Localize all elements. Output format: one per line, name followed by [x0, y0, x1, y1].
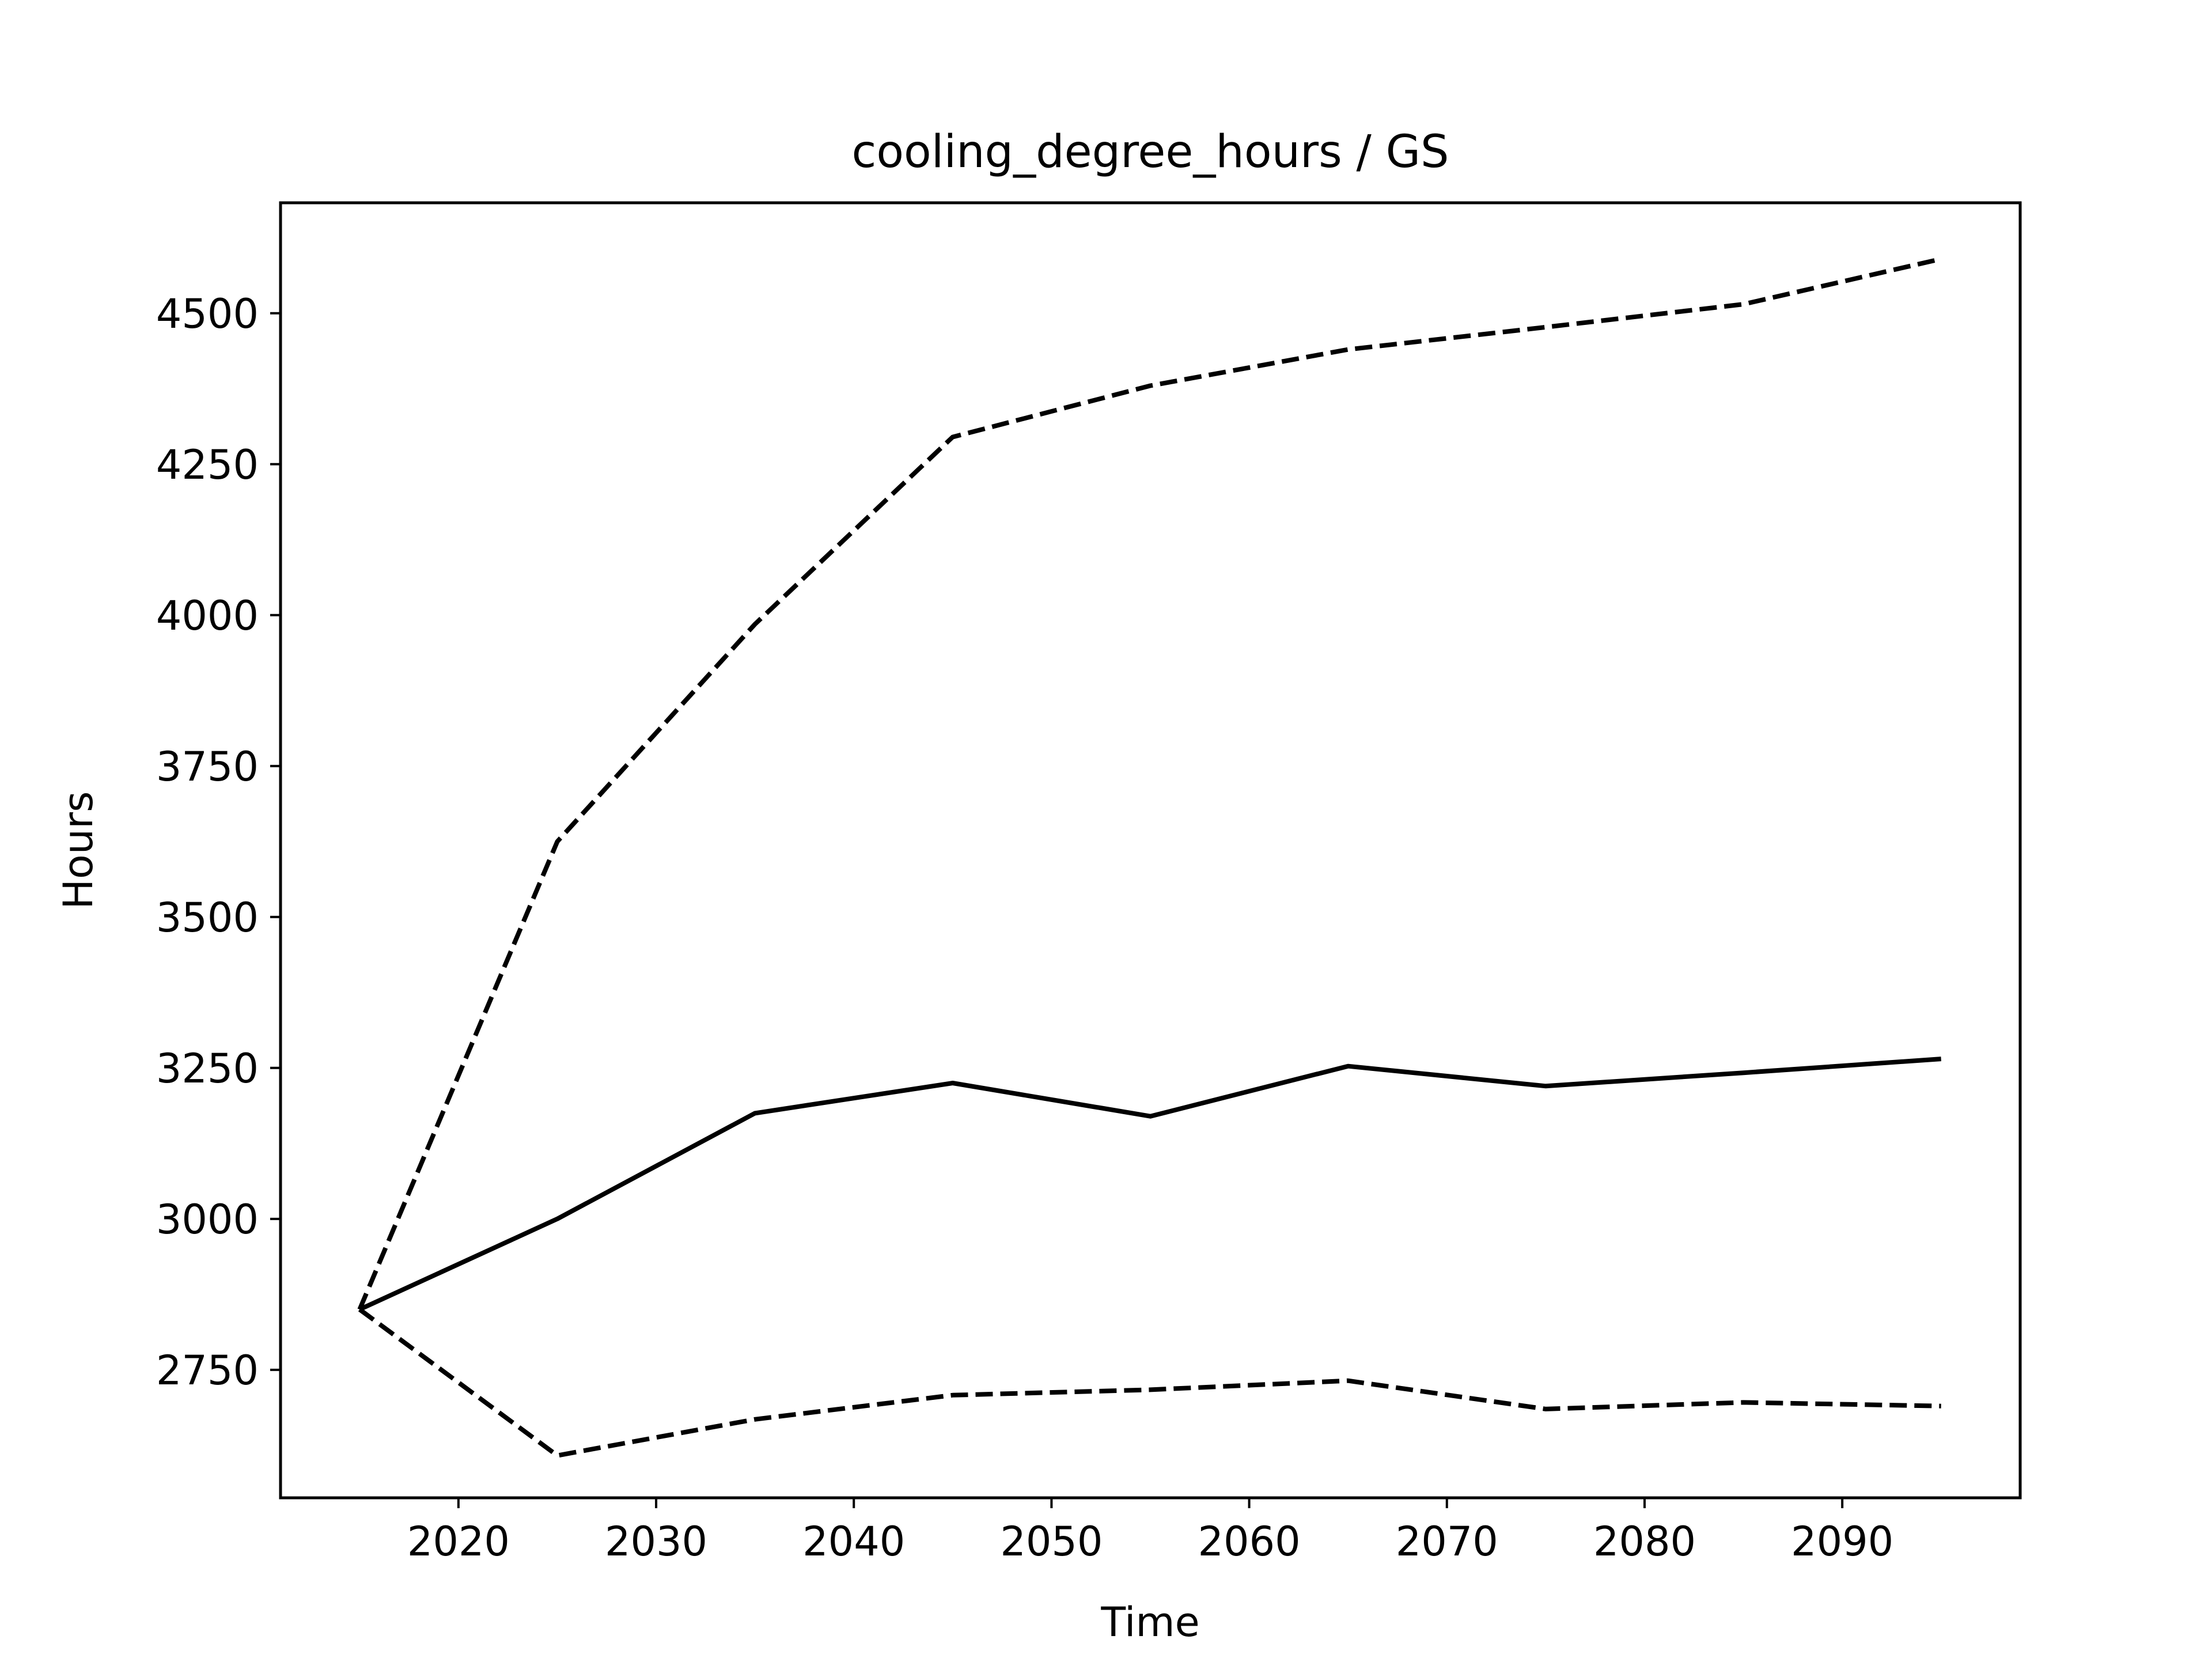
ticks-layer: 2020 2030 2040 2050 2060 2070 2080 2090 2750 3000… — [156, 290, 1893, 1565]
x-tick-label: 2030 — [605, 1518, 707, 1565]
series-line-2 — [357, 256, 1942, 1311]
y-tick-label: 3750 — [156, 743, 259, 790]
series-layer — [357, 256, 1942, 1458]
x-tick-label: 2090 — [1791, 1518, 1893, 1565]
y-tick-label: 4000 — [156, 592, 259, 639]
x-tick-label: 2070 — [1396, 1518, 1498, 1565]
x-tick-label: 2050 — [1000, 1518, 1103, 1565]
y-tick-label: 4500 — [156, 290, 259, 338]
chart-title: cooling_degree_hours / GS — [851, 126, 1449, 178]
x-tick-label: 2080 — [1593, 1518, 1696, 1565]
y-axis-label: Hours — [55, 791, 102, 909]
y-tick-label: 3500 — [156, 894, 259, 941]
y-tick-label: 4250 — [156, 441, 259, 489]
x-tick-label: 2040 — [802, 1518, 905, 1565]
y-tick-label: 3000 — [156, 1196, 259, 1243]
series-line-3 — [358, 1307, 1941, 1458]
y-tick-label: 2750 — [156, 1347, 259, 1394]
x-axis-label: Time — [1100, 1599, 1199, 1646]
y-tick-label: 3250 — [156, 1045, 259, 1092]
x-tick-label: 2060 — [1198, 1518, 1301, 1565]
x-tick-label: 2020 — [407, 1518, 510, 1565]
plot-frame — [279, 201, 2022, 1500]
series-line-1 — [358, 1057, 1941, 1312]
